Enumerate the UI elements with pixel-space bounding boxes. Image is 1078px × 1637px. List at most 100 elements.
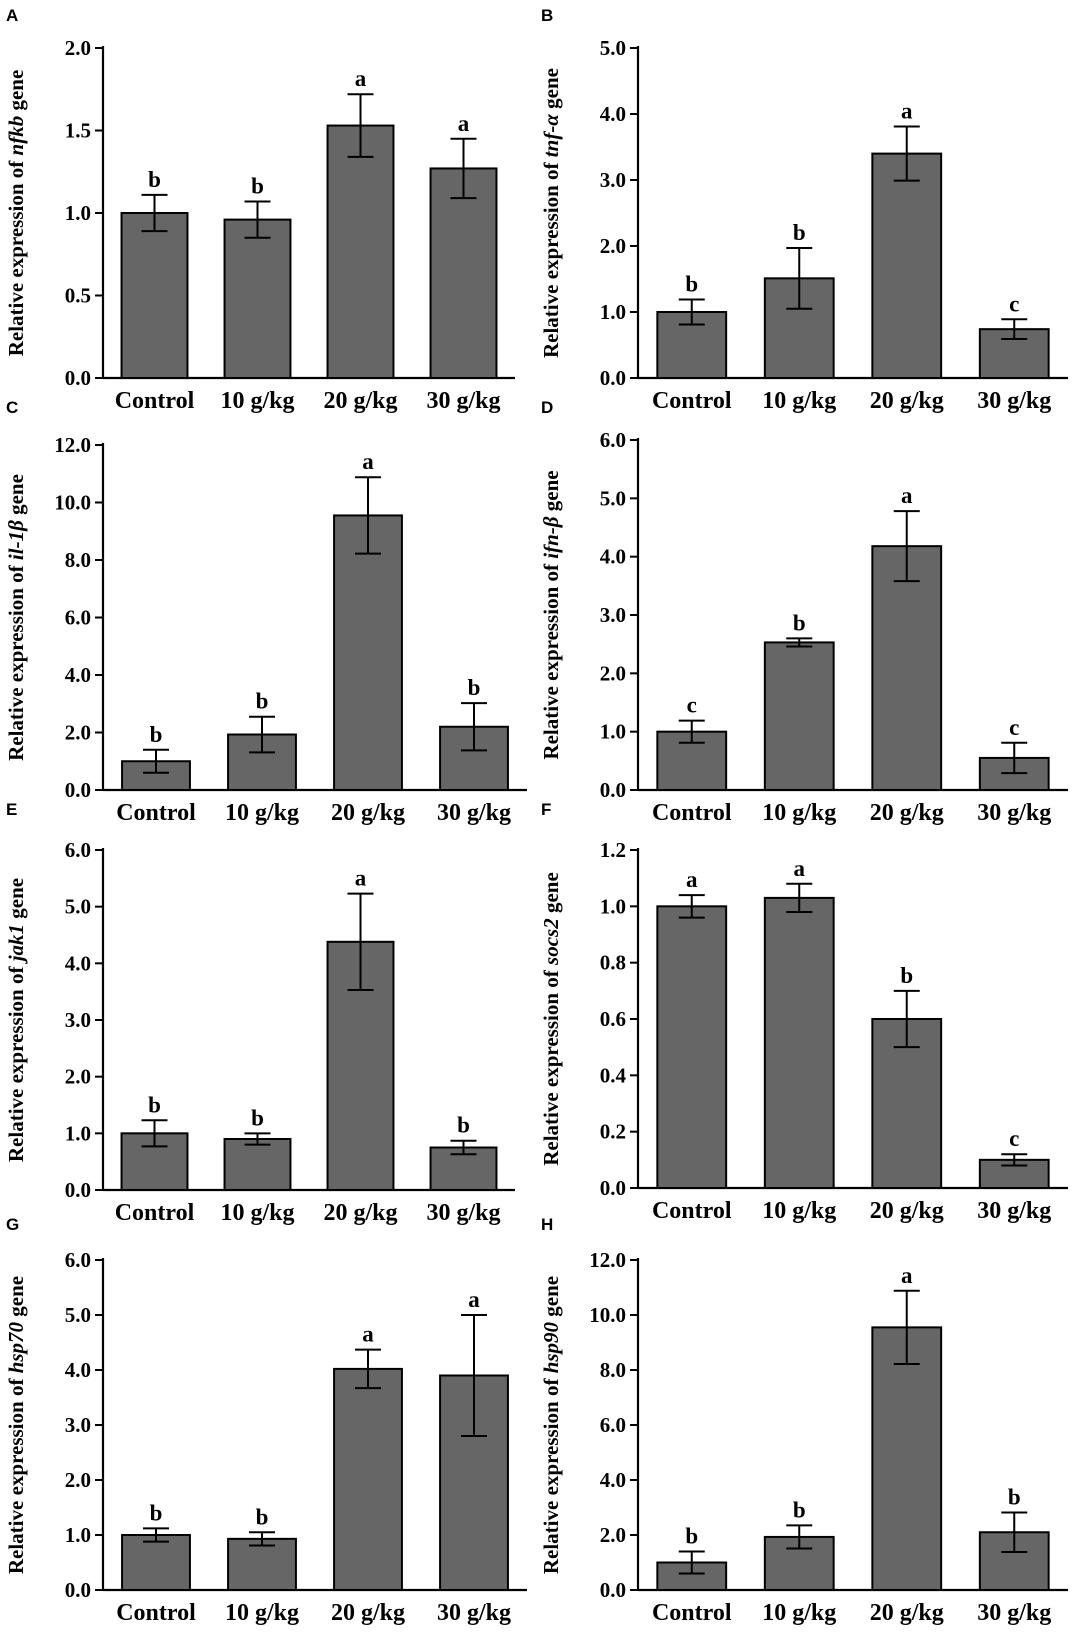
y-tick-label-e-5: 5.0 (65, 895, 91, 919)
y-axis-title-suffix: gene (539, 470, 563, 516)
y-tick-label-c-0: 0.0 (65, 778, 91, 802)
y-axis-title-gene: hsp90 (539, 1321, 563, 1373)
y-tick-label-d-4: 4.0 (600, 545, 626, 569)
error-bar-h-0 (678, 1550, 705, 1575)
bar-e-1 (223, 1138, 292, 1191)
y-tick-label-e-3: 3.0 (65, 1008, 91, 1032)
error-bar-b-0 (678, 298, 705, 326)
chart-panel-d: D Relative expression of ifn-β gene 0.0 1.0… (539, 398, 1068, 826)
panel-letter-a: A (6, 6, 18, 25)
y-tick-label-g-3: 3.0 (65, 1413, 91, 1437)
y-tick-label-g-6: 6.0 (65, 1248, 91, 1272)
chart-panel-h: H Relative expression of hsp90 gene 0.0 2.0… (539, 1215, 1068, 1626)
y-axis-title-e: Relative expression of jak1 gene (4, 878, 28, 1162)
y-axis-title-prefix: Relative expression of (539, 1373, 563, 1574)
error-bar-c-2 (355, 476, 381, 555)
y-tick-label-h-4: 8.0 (600, 1358, 626, 1382)
y-tick-label-e-4: 4.0 (65, 951, 91, 975)
y-tick-label-f-2: 0.4 (600, 1063, 627, 1087)
y-tick-label-f-1: 0.2 (600, 1120, 626, 1144)
panel-letter-h: H (541, 1215, 553, 1234)
chart-panel-b: B Relative expression of tnf-α gene 0.0 1.0… (539, 6, 1068, 414)
bar-h-2 (871, 1326, 943, 1591)
x-category-label-g-1: 10 g/kg (225, 1600, 299, 1626)
sig-letter-d-0: c (687, 693, 697, 718)
y-tick-label-c-3: 6.0 (65, 606, 91, 630)
sig-letter-f-0: a (686, 867, 698, 892)
y-tick-label-b-0: 0.0 (600, 366, 626, 390)
panel-letter-e: E (6, 800, 17, 819)
sig-letter-h-1: b (793, 1497, 806, 1522)
sig-letter-g-3: a (468, 1287, 480, 1312)
error-bar-f-1 (786, 882, 813, 913)
y-tick-label-g-2: 2.0 (65, 1468, 91, 1492)
y-tick-label-f-4: 0.8 (600, 951, 626, 975)
sig-letter-f-3: c (1009, 1126, 1019, 1151)
x-category-label-c-0: Control (116, 800, 196, 826)
bar-a-0 (120, 212, 189, 379)
y-tick-label-b-5: 5.0 (600, 36, 626, 60)
y-tick-label-h-3: 6.0 (600, 1413, 626, 1437)
y-tick-label-e-6: 6.0 (65, 838, 91, 862)
error-bar-f-0 (678, 894, 705, 919)
x-category-label-h-0: Control (652, 1600, 732, 1626)
error-bar-e-2 (347, 892, 374, 991)
y-axis-title-suffix: gene (539, 1276, 563, 1322)
x-category-label-a-2: 20 g/kg (323, 388, 397, 414)
panel-letter-c: C (6, 398, 18, 417)
x-category-label-h-2: 20 g/kg (870, 1600, 944, 1626)
y-tick-label-a-2: 1.0 (65, 201, 91, 225)
error-bar-g-2 (355, 1348, 381, 1390)
y-axis-title-prefix: Relative expression of (539, 965, 563, 1166)
y-axis-title-gene: tnf-α (539, 114, 563, 158)
bar-f-1 (763, 896, 835, 1190)
sig-letter-h-2: a (901, 1263, 913, 1288)
y-axis-title-g: Relative expression of hsp70 gene (4, 1276, 28, 1574)
y-tick-label-f-0: 0.0 (600, 1176, 626, 1200)
sig-letter-b-3: c (1009, 291, 1019, 316)
bar-a-1 (223, 218, 292, 379)
y-axis-title-prefix: Relative expression of (4, 560, 28, 761)
x-category-label-a-3: 30 g/kg (426, 388, 500, 414)
sig-letter-b-2: a (901, 99, 913, 124)
x-category-label-h-3: 30 g/kg (977, 1600, 1051, 1626)
bar-a-2 (326, 124, 395, 379)
sig-letter-c-1: b (256, 689, 269, 714)
y-axis-title-gene: ifn-β (539, 516, 563, 559)
error-bar-d-0 (678, 719, 705, 744)
chart-panel-g: G Relative expression of hsp70 gene 0.0 1.0… (4, 1215, 527, 1626)
y-axis-title-prefix: Relative expression of (4, 961, 28, 1162)
y-axis-title-suffix: gene (4, 474, 28, 520)
error-bar-e-1 (244, 1132, 271, 1146)
y-tick-label-c-5: 10.0 (54, 491, 91, 515)
bar-d-1 (763, 641, 835, 792)
sig-letter-b-0: b (685, 271, 698, 296)
x-category-label-f-2: 20 g/kg (870, 1198, 944, 1224)
chart-panel-e: E Relative expression of jak1 gene 0.0 1.0 2… (4, 800, 515, 1226)
y-tick-label-f-5: 1.0 (600, 894, 626, 918)
error-bar-b-2 (893, 125, 920, 182)
x-category-label-c-2: 20 g/kg (331, 800, 405, 826)
error-bar-a-3 (450, 137, 477, 200)
y-tick-label-b-4: 4.0 (600, 102, 626, 126)
y-tick-label-a-3: 1.5 (65, 119, 91, 143)
y-tick-label-a-1: 0.5 (65, 284, 91, 308)
error-bar-b-3 (1001, 318, 1028, 341)
x-category-label-d-2: 20 g/kg (870, 800, 944, 826)
y-axis-title-suffix: gene (539, 68, 563, 114)
y-tick-label-f-3: 0.6 (600, 1007, 626, 1031)
error-bar-b-1 (786, 246, 813, 310)
sig-letter-d-3: c (1009, 715, 1019, 740)
sig-letter-a-0: b (148, 167, 161, 192)
x-category-label-f-1: 10 g/kg (762, 1198, 836, 1224)
x-category-label-d-0: Control (652, 800, 732, 826)
error-bar-e-0 (141, 1119, 168, 1148)
x-category-label-c-3: 30 g/kg (437, 800, 511, 826)
y-tick-label-g-5: 5.0 (65, 1303, 91, 1327)
error-bar-g-1 (249, 1531, 275, 1547)
y-axis-title-prefix: Relative expression of (4, 1373, 28, 1574)
y-tick-label-d-3: 3.0 (600, 603, 626, 627)
y-tick-label-g-1: 1.0 (65, 1523, 91, 1547)
x-category-label-e-3: 30 g/kg (426, 1200, 500, 1226)
error-bar-a-1 (244, 200, 271, 239)
